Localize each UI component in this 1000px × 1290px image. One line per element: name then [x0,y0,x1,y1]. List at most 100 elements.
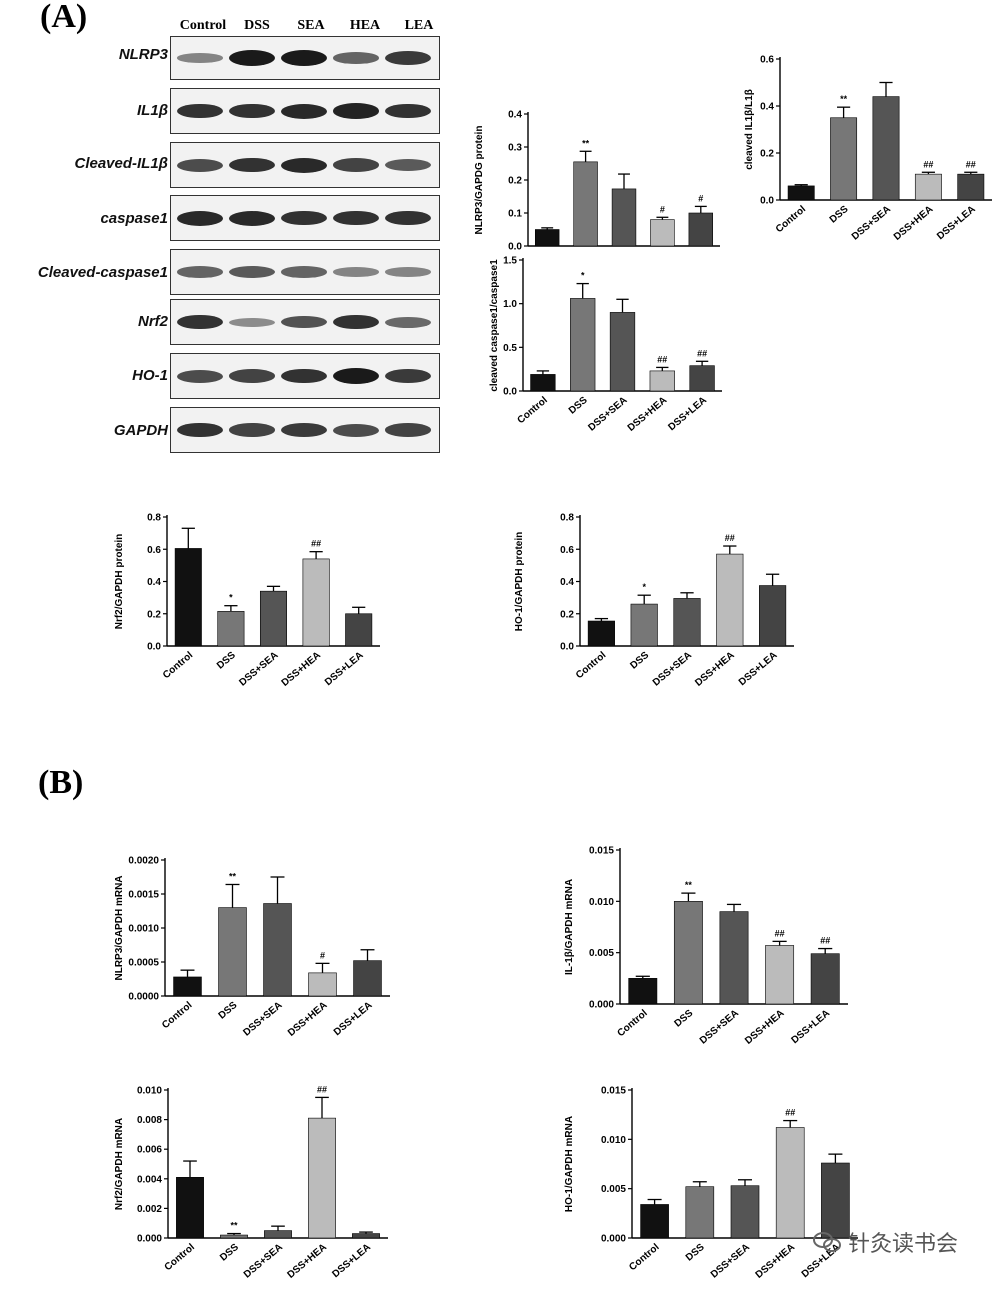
y-axis-label: HO-1/GAPDH mRNA [564,1116,575,1212]
x-tick-label: DSS+SEA [850,204,893,243]
y-tick-label: 0.004 [137,1174,162,1185]
blot-band [385,316,431,328]
blot-band [281,210,327,226]
bar [810,953,840,1005]
bar [649,370,675,392]
blot-band [229,423,275,437]
bar [830,117,858,201]
bar [176,1177,204,1239]
bar [650,219,675,247]
y-axis-label: IL-1β/GAPDH mRNA [564,879,575,975]
bar [352,1233,380,1239]
blot-band [385,267,431,277]
x-tick-label: DSS+HEA [754,1242,797,1281]
bar [821,1162,850,1239]
blot-strip-cleaved-il1b [170,142,440,188]
blot-label-ho1: HO-1 [132,367,168,384]
x-tick-label: DSS+SEA [242,1242,285,1281]
blot-band [333,103,379,119]
x-tick-label: Control [160,1000,194,1031]
significance-label: # [320,950,325,960]
bar [640,1204,669,1239]
y-axis-label: HO-1/GAPDH protein [514,532,525,631]
y-tick-label: 0.2 [508,176,522,187]
panel-label-b: (B) [38,764,84,801]
x-tick-label: DSS+HEA [693,650,736,689]
blot-band [385,369,431,383]
lane-label-hea: HEA [349,18,381,33]
bar [302,558,330,647]
bar [673,598,701,647]
significance-label: ## [820,936,830,946]
significance-label: ## [317,1084,327,1094]
y-tick-label: 0.3 [508,143,522,154]
y-tick-label: 0.0000 [128,992,159,1003]
blot-band [177,314,223,330]
y-tick-label: 0.5 [503,343,517,354]
y-tick-label: 0.2 [560,609,574,620]
blot-band [177,369,223,383]
bar [957,173,985,201]
blot-band [333,267,379,277]
significance-label: * [642,582,646,592]
y-tick-label: 0.0 [503,387,517,398]
blot-label-il1b: IL1β [137,102,168,119]
y-axis-label: cleaved IL1β/L1β [744,89,755,170]
blot-band [385,159,431,171]
y-tick-label: 0.008 [137,1115,162,1126]
x-tick-label: DSS [628,650,651,672]
bar [308,1117,336,1239]
chart-nrf2-mrna: 0.000 0.002 0.004 0.006 0.008 0.010 Nrf2/GAPDH… [114,1084,388,1281]
y-tick-label: 0.4 [508,110,522,121]
blot-band [333,158,379,172]
chart-nrf2-protein: 0.0 0.2 0.4 0.6 0.8 Nrf2/GAPDH protein Control… [114,513,380,689]
bar [775,1127,805,1239]
blot-label-cleaved-caspase1: Cleaved-caspase1 [37,264,168,281]
blot-band [281,315,327,329]
bar [609,312,636,392]
y-tick-label: 0.015 [589,846,614,857]
x-tick-label: Control [615,1008,649,1039]
blot-band [229,157,275,173]
x-tick-label: DSS+LEA [332,1000,375,1038]
bar [264,1230,292,1239]
blot-band [177,210,223,226]
y-axis-label: NLRP3/GAPDG protein [474,126,485,235]
blot-band [177,103,223,119]
y-tick-label: 0.0005 [128,958,159,969]
bar [914,173,942,201]
significance-label: ## [697,348,707,358]
bar [534,229,560,247]
chart-il1b-protein: 0.0 0.2 0.4 0.6 cleaved IL1β/L1β Control ** DSS… [744,55,992,243]
y-tick-label: 0.4 [560,577,574,588]
y-tick-label: 0.4 [147,577,161,588]
x-tick-label: DSS+LEA [666,395,709,433]
y-tick-label: 0.2 [147,609,161,620]
y-tick-label: 0.0 [508,242,522,251]
bar [673,901,703,1005]
lane-label-lea: LEA [404,18,434,33]
bar [345,613,373,647]
bar [630,603,658,647]
significance-label: ## [657,354,667,364]
bar [263,903,292,997]
x-tick-label: Control [627,1242,661,1273]
lane-label-dss: DSS [244,18,270,33]
bar [218,907,247,997]
y-tick-label: 0.015 [601,1086,626,1097]
blot-band [229,369,275,383]
significance-label: * [229,593,233,603]
bar [308,972,337,997]
blot-label-cleaved-il1b: Cleaved-IL1β [74,155,168,172]
blot-strip-il1b [170,88,440,134]
blot-band [281,103,327,119]
y-tick-label: 0.6 [147,545,161,556]
y-tick-label: 0.8 [560,513,574,524]
y-tick-label: 0.005 [589,948,614,959]
x-tick-label: DSS+SEA [651,650,694,689]
x-tick-label: Control [161,650,195,681]
bar [765,945,795,1005]
x-tick-label: DSS [828,204,851,226]
significance-label: ** [230,1221,238,1231]
blot-band [385,210,431,226]
